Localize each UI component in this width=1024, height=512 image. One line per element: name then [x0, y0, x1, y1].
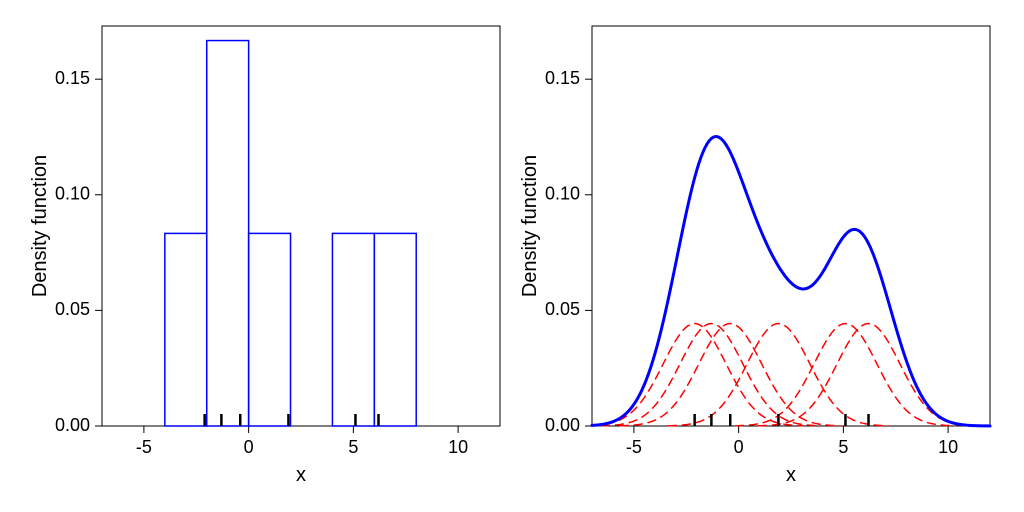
kernel-curve [735, 324, 955, 426]
kernel-curve [668, 324, 888, 426]
y-axis-label: Density function [519, 155, 541, 297]
histogram-bar [374, 233, 416, 426]
x-axis-label: x [786, 464, 796, 486]
y-tick-label: 0.00 [545, 415, 580, 435]
x-tick-label: 0 [734, 437, 744, 457]
x-tick-label: 10 [448, 437, 468, 457]
kde-panel: -5 0 5 10 0.00 0.05 0.10 0.15 x Density function [512, 6, 1002, 506]
y-tick-label: 0.00 [55, 415, 90, 435]
plot-frame [102, 26, 500, 426]
histogram-bar [249, 233, 291, 426]
figure: -505100.000.050.100.15xDensity function … [0, 0, 1024, 512]
kde-curve [592, 137, 990, 426]
y-tick-label: 0.10 [55, 184, 90, 204]
y-axis-label: Density function [29, 155, 51, 297]
y-tick-label: 0.05 [55, 299, 90, 319]
y-tick-label: 0.15 [55, 68, 90, 88]
histogram-bar [207, 41, 249, 426]
kde-svg: -5 0 5 10 0.00 0.05 0.10 0.15 x Density function [512, 6, 1002, 506]
x-tick-label: -5 [626, 437, 642, 457]
y-tick-label: 0.10 [545, 184, 580, 204]
x-tick-label: 5 [348, 437, 358, 457]
x-tick-label: 5 [838, 437, 848, 457]
histogram-bar [332, 233, 374, 426]
histogram-svg: -5 0 5 10 0.00 0.05 0.10 0.15 x Density function [22, 6, 512, 506]
x-tick-label: 10 [938, 437, 958, 457]
y-tick-label: 0.15 [545, 68, 580, 88]
x-axis-label: x [296, 464, 306, 486]
x-tick-label: 0 [244, 437, 254, 457]
kernel-curve [620, 324, 840, 426]
histogram-panel: -5 0 5 10 0.00 0.05 0.10 0.15 x Density function [22, 6, 512, 506]
x-tick-label: -5 [136, 437, 152, 457]
y-tick-label: 0.05 [545, 299, 580, 319]
histogram-bar [165, 233, 207, 426]
